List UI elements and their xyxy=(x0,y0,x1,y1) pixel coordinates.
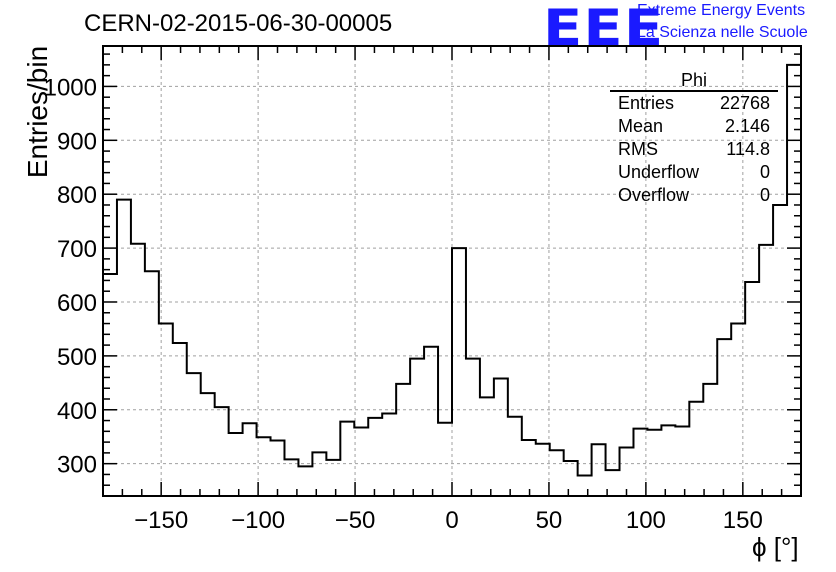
stats-value: 114.8 xyxy=(726,139,770,159)
stats-value: 0 xyxy=(759,162,770,182)
stats-value: 22768 xyxy=(719,93,770,113)
x-tick-label: −100 xyxy=(231,507,285,534)
stats-row-entries: Entries 22768 xyxy=(610,92,778,115)
stats-label: Entries xyxy=(618,93,675,113)
stats-row-underflow: Underflow 0 xyxy=(610,161,778,184)
logo-tagline-2: La Scienza nelle Scuole xyxy=(637,24,808,41)
stats-value: 0 xyxy=(759,185,770,205)
histogram-outline xyxy=(103,63,801,477)
stats-label: RMS xyxy=(618,139,658,159)
x-tick-label: 50 xyxy=(536,507,563,534)
stats-label: Overflow xyxy=(618,185,690,205)
stats-label: Mean xyxy=(618,116,664,136)
y-tick-label: 700 xyxy=(57,236,97,263)
y-tick-label: 1000 xyxy=(44,74,97,101)
stats-row-overflow: Overflow 0 xyxy=(610,184,778,207)
stats-box: Phi Entries 22768 Mean 2.146 RMS 114.8 U… xyxy=(610,70,778,207)
x-axis-label: ϕ [°] xyxy=(752,532,799,562)
y-axis-label: Entries/bin xyxy=(22,45,53,179)
x-tick-label: 100 xyxy=(626,507,666,534)
x-tick-label: −150 xyxy=(134,507,188,534)
stats-value: 2.146 xyxy=(724,116,770,136)
eee-logo: EEE xyxy=(543,0,665,57)
y-tick-label: 400 xyxy=(57,398,97,425)
x-tick-label: 150 xyxy=(723,507,763,534)
logo-tagline-1: Extreme Energy Events xyxy=(637,2,806,19)
stats-row-rms: RMS 114.8 xyxy=(610,138,778,161)
y-tick-label: 900 xyxy=(57,128,97,155)
x-tick-label: 0 xyxy=(445,507,458,534)
stats-row-mean: Mean 2.146 xyxy=(610,115,778,138)
y-tick-label: 600 xyxy=(57,290,97,317)
x-tick-label: −50 xyxy=(335,507,376,534)
y-tick-label: 500 xyxy=(57,344,97,371)
plot-title: CERN-02-2015-06-30-00005 xyxy=(84,10,393,37)
y-tick-label: 300 xyxy=(57,452,97,479)
stats-title: Phi xyxy=(610,70,778,92)
stats-label: Underflow xyxy=(618,162,700,182)
y-tick-label: 800 xyxy=(57,182,97,209)
